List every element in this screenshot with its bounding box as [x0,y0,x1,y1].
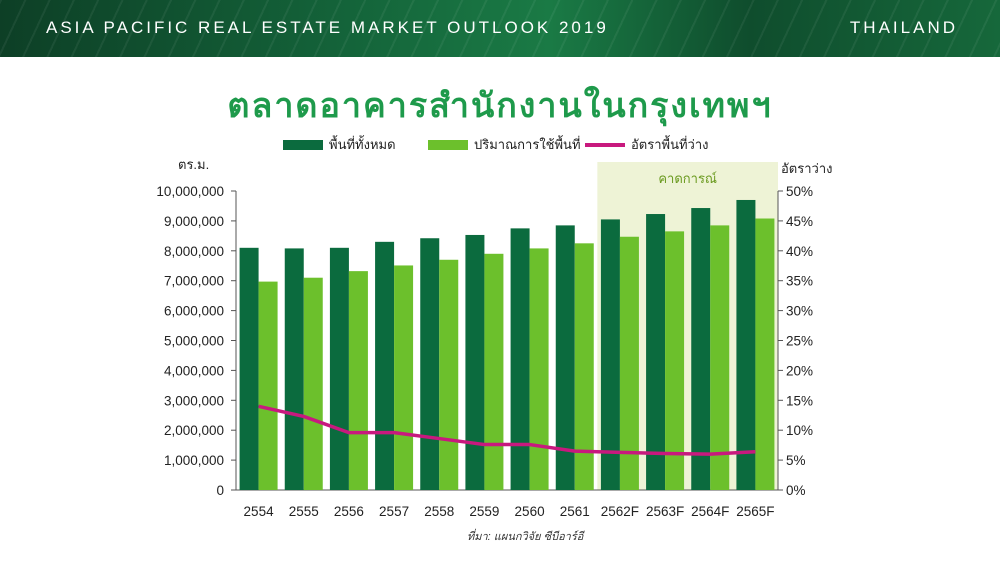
bar-occupied-2558 [439,259,459,490]
bar-total-supply-2564F [691,208,711,490]
x-tick-label: 2556 [334,504,364,519]
bar-total-supply-2562F [600,219,620,490]
y-right-axis-label: อัตราว่าง [781,161,832,176]
y-left-tick-label: 5,000,000 [164,334,224,349]
y-left-tick-label: 9,000,000 [164,214,224,229]
bar-occupied-2562F [619,236,639,490]
legend-swatch-occupied [428,140,468,150]
bar-total-supply-2563F [646,214,666,490]
x-tick-label: 2560 [515,504,545,519]
bar-occupied-2554 [258,281,278,490]
y-right-tick-label: 40% [786,244,813,259]
y-right-tick-label: 25% [786,334,813,349]
y-right-tick-label: 30% [786,304,813,319]
y-left-tick-label: 4,000,000 [164,363,224,378]
country-label: THAILAND [849,18,958,37]
y-left-tick-label: 6,000,000 [164,304,224,319]
bar-occupied-2561 [574,243,594,490]
bar-occupied-2563F [665,231,685,491]
x-tick-label: 2559 [469,504,499,519]
y-left-tick-label: 2,000,000 [164,423,224,438]
bar-total-supply-2558 [420,238,440,490]
x-tick-label: 2557 [379,504,409,519]
y-left-tick-label: 7,000,000 [164,274,224,289]
legend-label-total-supply: พื้นที่ทั้งหมด [329,135,396,152]
source-note: ที่มา: แผนกวิจัย ซีบีอาร์อี [467,528,585,543]
x-tick-label: 2563F [646,504,684,519]
y-right-tick-label: 50% [786,184,813,199]
bar-total-supply-2560 [510,228,530,490]
bar-occupied-2565F [755,218,775,490]
y-left-tick-label: 0 [216,483,224,498]
banner-pattern [0,0,1000,57]
x-tick-label: 2555 [289,504,319,519]
vacancy-rate-line [258,404,756,456]
bar-occupied-2564F [710,225,730,490]
bar-total-supply-2556 [329,247,349,490]
y-right-tick-label: 35% [786,274,813,289]
y-left-tick-label: 3,000,000 [164,393,224,408]
bar-occupied-2556 [348,271,368,490]
bar-occupied-2560 [529,248,549,490]
y-right-tick-label: 45% [786,214,813,229]
y-right-tick-label: 10% [786,423,813,438]
x-tick-label: 2558 [424,504,454,519]
header-banner: ASIA PACIFIC REAL ESTATE MARKET OUTLOOK … [0,0,1000,57]
bar-total-supply-2565F [736,199,756,490]
legend-swatch-total-supply [283,140,323,150]
y-left-tick-label: 8,000,000 [164,244,224,259]
bar-total-supply-2561 [555,225,575,490]
bar-total-supply-2555 [284,248,304,490]
y-right-tick-label: 15% [786,393,813,408]
legend-label-vacancy: อัตราพื้นที่ว่าง [631,135,709,152]
y-left-tick-label: 10,000,000 [156,184,224,199]
bar-total-supply-2557 [375,241,395,490]
y-right-tick-label: 5% [786,453,806,468]
bar-occupied-2555 [303,277,323,490]
x-tick-label: 2565F [736,504,774,519]
chart-title: ตลาดอาคารสำนักงานในกรุงเทพฯ [227,86,773,126]
x-tick-label: 2562F [601,504,639,519]
legend-label-occupied: ปริมาณการใช้พื้นที่ [474,135,581,152]
y-left-tick-label: 1,000,000 [164,453,224,468]
bar-occupied-2557 [394,265,414,490]
y-right-tick-label: 20% [786,363,813,378]
bar-total-supply-2554 [239,247,259,490]
y-left-axis-label: ตร.ม. [178,157,209,172]
report-title: ASIA PACIFIC REAL ESTATE MARKET OUTLOOK … [46,18,609,37]
x-tick-label: 2554 [244,504,275,519]
bar-occupied-2559 [484,253,504,490]
x-tick-label: 2564F [691,504,729,519]
y-right-tick-label: 0% [786,483,806,498]
x-tick-label: 2561 [560,504,590,519]
forecast-label: คาดการณ์ [658,171,717,186]
bar-total-supply-2559 [465,234,485,490]
